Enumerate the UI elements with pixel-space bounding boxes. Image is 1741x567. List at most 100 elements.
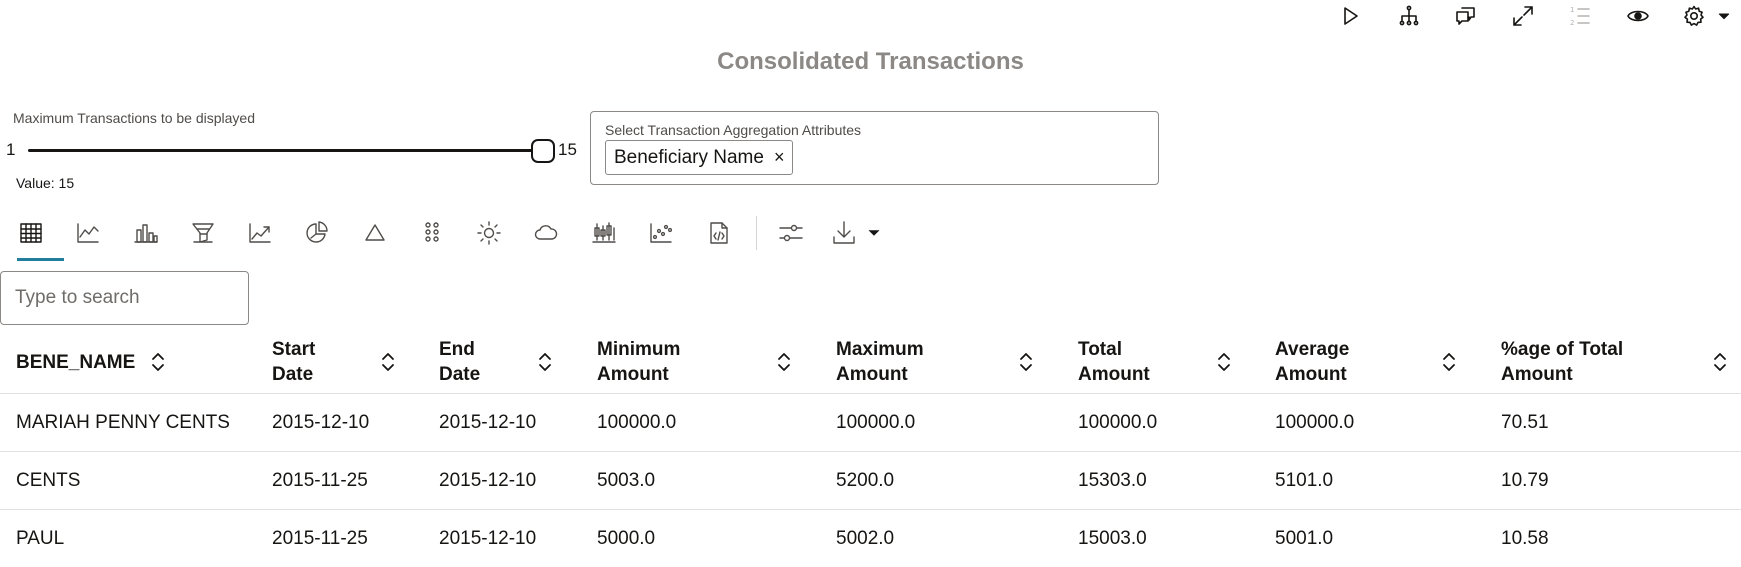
cell-total-amount: 15003.0 bbox=[1078, 528, 1147, 549]
cell-start-date: 2015-11-25 bbox=[272, 528, 368, 549]
stock-chart-icon[interactable] bbox=[582, 214, 626, 262]
cell-average-amount: 100000.0 bbox=[1275, 412, 1355, 433]
bubble-grid-icon[interactable] bbox=[410, 214, 454, 262]
expand-icon[interactable] bbox=[1509, 2, 1537, 30]
cell-average-amount: 5101.0 bbox=[1275, 470, 1334, 491]
table-row[interactable]: MARIAH PENNY CENTS 2015-12-10 2015-12-10… bbox=[0, 394, 1741, 452]
funnel-chart-icon[interactable] bbox=[181, 214, 225, 262]
transactions-table: BENE_NAME Start Date End Date Minimum Amoun… bbox=[0, 330, 1741, 567]
column-header-label: Total bbox=[1078, 339, 1122, 360]
chip-beneficiary-name: Beneficiary Name × bbox=[605, 140, 794, 175]
trend-chart-icon[interactable] bbox=[238, 214, 282, 262]
cell-start-date: 2015-12-10 bbox=[272, 412, 370, 433]
svg-text:1: 1 bbox=[1570, 6, 1574, 14]
close-icon[interactable]: × bbox=[773, 147, 785, 167]
column-header-label: Minimum bbox=[597, 339, 681, 360]
gear-icon[interactable] bbox=[1680, 2, 1708, 30]
sort-icon[interactable] bbox=[1018, 350, 1034, 374]
slider-min-label: 1 bbox=[6, 140, 16, 159]
slider-thumb[interactable] bbox=[531, 139, 555, 163]
column-header-label: Maximum bbox=[836, 339, 924, 360]
cell-total-amount: 15303.0 bbox=[1078, 470, 1147, 491]
cell-bene-name: MARIAH PENNY CENTS bbox=[16, 412, 230, 433]
cell-minimum-amount: 5003.0 bbox=[597, 470, 656, 491]
sort-icon[interactable] bbox=[1216, 350, 1232, 374]
download-icon[interactable] bbox=[822, 214, 866, 262]
column-header-average-amount[interactable]: Average Amount bbox=[1275, 330, 1349, 394]
slider-max-label: 15 bbox=[558, 140, 577, 159]
scatter-chart-icon[interactable] bbox=[639, 214, 683, 262]
cell-percent-of-total: 10.58 bbox=[1501, 528, 1549, 549]
page-title: Consolidated Transactions bbox=[717, 48, 1024, 75]
column-header-label: Start bbox=[272, 339, 316, 360]
cell-minimum-amount: 100000.0 bbox=[597, 412, 677, 433]
cell-end-date: 2015-12-10 bbox=[439, 412, 537, 433]
column-header-label: Amount bbox=[836, 364, 908, 385]
search-input[interactable] bbox=[0, 271, 249, 325]
slider-value: Value: 15 bbox=[16, 175, 75, 191]
comments-icon[interactable] bbox=[1452, 2, 1480, 30]
cell-start-date: 2015-11-25 bbox=[272, 470, 368, 491]
bar-chart-icon[interactable] bbox=[124, 214, 168, 262]
column-header-label: %age of Total bbox=[1501, 339, 1624, 360]
chip-label: Beneficiary Name bbox=[614, 146, 764, 168]
column-header-percent-of-total[interactable]: %age of Total Amount bbox=[1501, 330, 1623, 394]
slider-track[interactable] bbox=[28, 149, 548, 152]
aggregation-attributes-select[interactable]: Select Transaction Aggregation Attribute… bbox=[590, 111, 1159, 185]
cell-bene-name: PAUL bbox=[16, 528, 65, 549]
column-header-label: Date bbox=[272, 364, 314, 385]
table-header: BENE_NAME Start Date End Date Minimum Amoun… bbox=[0, 330, 1741, 394]
sort-icon[interactable] bbox=[1441, 350, 1457, 374]
caret-down-icon[interactable] bbox=[862, 214, 886, 262]
svg-text:2: 2 bbox=[1570, 19, 1574, 27]
view-switcher bbox=[0, 214, 900, 262]
cell-average-amount: 5001.0 bbox=[1275, 528, 1334, 549]
table-row[interactable]: CENTS 2015-11-25 2015-12-10 5003.0 5200.… bbox=[0, 452, 1741, 510]
aggregation-attributes-label: Select Transaction Aggregation Attribute… bbox=[605, 122, 862, 138]
sort-icon[interactable] bbox=[537, 350, 553, 374]
sort-icon[interactable] bbox=[380, 350, 396, 374]
cell-end-date: 2015-12-10 bbox=[439, 470, 537, 491]
pyramid-chart-icon[interactable] bbox=[353, 214, 397, 262]
column-header-minimum-amount[interactable]: Minimum Amount bbox=[597, 330, 680, 394]
cell-percent-of-total: 70.51 bbox=[1501, 412, 1549, 433]
cell-maximum-amount: 5200.0 bbox=[836, 470, 895, 491]
line-chart-icon[interactable] bbox=[66, 214, 110, 262]
cell-maximum-amount: 100000.0 bbox=[836, 412, 916, 433]
column-header-label: Date bbox=[439, 364, 481, 385]
column-header-label: Average bbox=[1275, 339, 1350, 360]
sort-icon[interactable] bbox=[150, 350, 166, 374]
slider-label: Maximum Transactions to be displayed bbox=[13, 110, 255, 126]
column-header-maximum-amount[interactable]: Maximum Amount bbox=[836, 330, 924, 394]
table-icon[interactable] bbox=[9, 214, 64, 262]
column-header-start-date[interactable]: Start Date bbox=[272, 330, 315, 394]
column-header-label: Amount bbox=[597, 364, 669, 385]
table-row[interactable]: PAUL 2015-11-25 2015-12-10 5000.0 5002.0… bbox=[0, 510, 1741, 567]
cell-minimum-amount: 5000.0 bbox=[597, 528, 656, 549]
code-file-icon[interactable] bbox=[697, 214, 741, 262]
sort-icon[interactable] bbox=[776, 350, 792, 374]
column-header-label: Amount bbox=[1078, 364, 1150, 385]
tag-cloud-icon[interactable] bbox=[524, 214, 568, 262]
column-header-total-amount[interactable]: Total Amount bbox=[1078, 330, 1150, 394]
filter-settings-icon[interactable] bbox=[769, 214, 813, 262]
column-header-label: Amount bbox=[1501, 364, 1573, 385]
cell-total-amount: 100000.0 bbox=[1078, 412, 1158, 433]
caret-down-icon[interactable] bbox=[1714, 2, 1734, 30]
sunburst-icon[interactable] bbox=[467, 214, 511, 262]
pie-chart-icon[interactable] bbox=[295, 214, 339, 262]
cell-end-date: 2015-12-10 bbox=[439, 528, 537, 549]
cell-bene-name: CENTS bbox=[16, 470, 81, 491]
cell-maximum-amount: 5002.0 bbox=[836, 528, 895, 549]
hierarchy-icon[interactable] bbox=[1395, 2, 1423, 30]
column-header-bene-name[interactable]: BENE_NAME bbox=[16, 330, 135, 394]
play-icon[interactable] bbox=[1336, 2, 1364, 30]
column-header-label: Amount bbox=[1275, 364, 1347, 385]
column-header-end-date[interactable]: End Date bbox=[439, 330, 480, 394]
eye-icon[interactable] bbox=[1624, 2, 1652, 30]
column-header-label: End bbox=[439, 339, 475, 360]
sort-icon[interactable] bbox=[1712, 350, 1728, 374]
view-switcher-divider bbox=[756, 216, 757, 250]
